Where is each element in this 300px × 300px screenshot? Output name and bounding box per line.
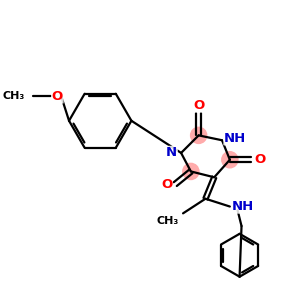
Circle shape — [190, 127, 207, 144]
Text: CH₃: CH₃ — [3, 92, 25, 101]
Text: O: O — [254, 153, 266, 166]
Text: O: O — [52, 90, 63, 103]
Text: NH: NH — [232, 200, 254, 213]
Text: O: O — [193, 99, 204, 112]
Text: NH: NH — [224, 132, 246, 145]
Text: N: N — [166, 146, 177, 159]
Text: CH₃: CH₃ — [157, 216, 179, 226]
Text: O: O — [161, 178, 172, 190]
Circle shape — [221, 151, 238, 169]
Circle shape — [182, 163, 200, 180]
